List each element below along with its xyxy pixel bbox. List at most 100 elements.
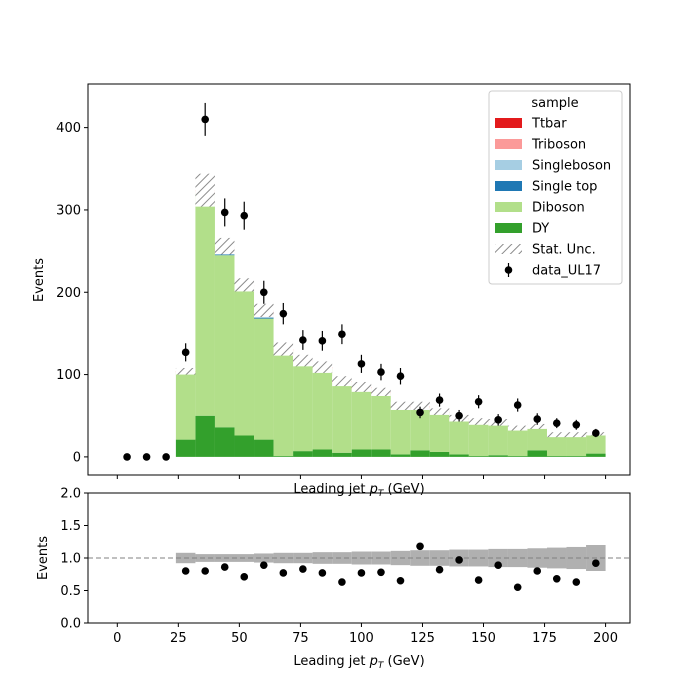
- main-panel: 0 100 200 300 400 Leading jet pT (GeV) Event…: [32, 83, 631, 499]
- ratio-y-axis-title: Events: [36, 536, 51, 580]
- stat-unc-hatch: [546, 432, 567, 438]
- ratio-unc-bin: [507, 548, 528, 568]
- ratio-point: [474, 576, 483, 584]
- bar-dy: [273, 456, 294, 457]
- bar-diboson: [586, 433, 606, 454]
- bar-dy: [410, 450, 430, 457]
- bar-diboson: [195, 193, 215, 416]
- main-y-axis: 0 100 200 300 400: [56, 121, 88, 465]
- stat-unc-hatch: [175, 367, 196, 375]
- y-tick-label: 300: [56, 203, 81, 218]
- legend-item: Ttbar: [495, 117, 567, 132]
- ratio-point: [377, 568, 385, 577]
- data-point: [533, 415, 542, 423]
- legend-swatch: [495, 202, 522, 212]
- data-point: [357, 360, 366, 368]
- ratio-y-tick-label: 1.5: [60, 519, 81, 534]
- bar-dy: [351, 449, 372, 457]
- data-points: [123, 102, 600, 461]
- legend-label: data_UL17: [532, 264, 601, 279]
- legend-swatch: [495, 118, 522, 128]
- ratio-unc-bin: [468, 549, 489, 567]
- stat-unc-hatch: [234, 278, 255, 292]
- stat-unc-hatch: [566, 432, 587, 438]
- bar-dy: [586, 453, 606, 457]
- bar-diboson: [332, 382, 352, 453]
- ratio-x-tick-label: 25: [170, 631, 187, 646]
- ratio-y-tick-label: 0.5: [60, 584, 81, 599]
- ratio-point: [513, 583, 522, 592]
- stat-unc-hatch: [332, 376, 352, 387]
- ratio-point: [494, 561, 502, 569]
- bar-dy: [488, 455, 508, 457]
- stat-unc-hatch: [195, 173, 215, 207]
- ratio-point: [416, 542, 424, 551]
- bar-dy: [234, 435, 255, 457]
- ratio-point: [552, 575, 561, 583]
- legend-label: DY: [532, 222, 549, 237]
- legend-item: DY: [495, 222, 549, 237]
- stat-unc-band: [175, 173, 606, 438]
- ratio-point: [357, 569, 366, 577]
- data-point: [396, 372, 405, 381]
- bar-single-top: [254, 317, 274, 319]
- data-point: [279, 309, 288, 318]
- ratio-unc-bin: [429, 550, 450, 566]
- stat-unc-hatch: [507, 425, 528, 431]
- bar-diboson: [468, 422, 489, 457]
- data-point: [240, 211, 249, 220]
- data-point: [201, 115, 209, 124]
- stacked-histogram: [175, 190, 606, 457]
- bar-dy: [254, 439, 274, 457]
- ratio-point: [396, 576, 405, 585]
- bar-dy: [429, 451, 450, 457]
- data-point: [416, 408, 424, 417]
- stat-unc-hatch: [527, 423, 547, 429]
- data-point: [259, 288, 268, 297]
- ratio-unc-bin: [195, 554, 215, 562]
- ratio-point: [435, 565, 444, 574]
- ratio-point: [240, 573, 249, 581]
- bar-dy: [507, 456, 528, 457]
- y-tick-label: 0: [73, 450, 81, 465]
- ratio-point: [318, 569, 327, 577]
- bar-diboson: [293, 362, 313, 452]
- legend: sample Ttbar Triboson Singleboson Single to…: [488, 90, 623, 285]
- ratio-point: [201, 567, 209, 575]
- ratio-point: [220, 563, 229, 571]
- ratio-point: [279, 569, 288, 577]
- ratio-y-tick-label: 2.0: [60, 487, 81, 502]
- legend-label: Stat. Unc.: [532, 243, 596, 258]
- stat-unc-hatch: [254, 303, 274, 317]
- bar-dy: [332, 452, 352, 457]
- data-point: [299, 336, 307, 344]
- bar-dy: [371, 449, 391, 457]
- bar-diboson: [234, 287, 255, 436]
- ratio-x-tick-label: 150: [471, 631, 496, 646]
- y-tick-label: 400: [56, 121, 81, 136]
- ratio-points: [181, 542, 600, 592]
- legend-hatch-swatch: [495, 244, 522, 254]
- main-plot-frame: [87, 83, 631, 476]
- ratio-x-tick-label: 0: [113, 631, 121, 646]
- legend-item: data_UL17: [504, 263, 601, 279]
- bar-diboson: [254, 318, 274, 440]
- stat-unc-hatch: [468, 418, 489, 425]
- ratio-y-tick-label: 0.0: [60, 617, 81, 632]
- legend-label: Singleboson: [532, 159, 611, 174]
- bar-diboson: [273, 351, 294, 457]
- ratio-point: [592, 559, 600, 567]
- legend-frame: [488, 90, 623, 285]
- bar-diboson: [546, 435, 567, 457]
- data-point: [318, 337, 327, 345]
- main-x-ticks: [116, 475, 607, 479]
- data-point: [220, 208, 229, 217]
- data-point: [592, 429, 600, 437]
- legend-swatch: [495, 223, 522, 233]
- bar-diboson: [312, 368, 333, 450]
- legend-item: Singleboson: [495, 159, 611, 174]
- main-x-axis-title: Leading jet pT (GeV): [293, 482, 424, 499]
- data-point: [338, 330, 346, 339]
- bar-diboson: [214, 255, 235, 428]
